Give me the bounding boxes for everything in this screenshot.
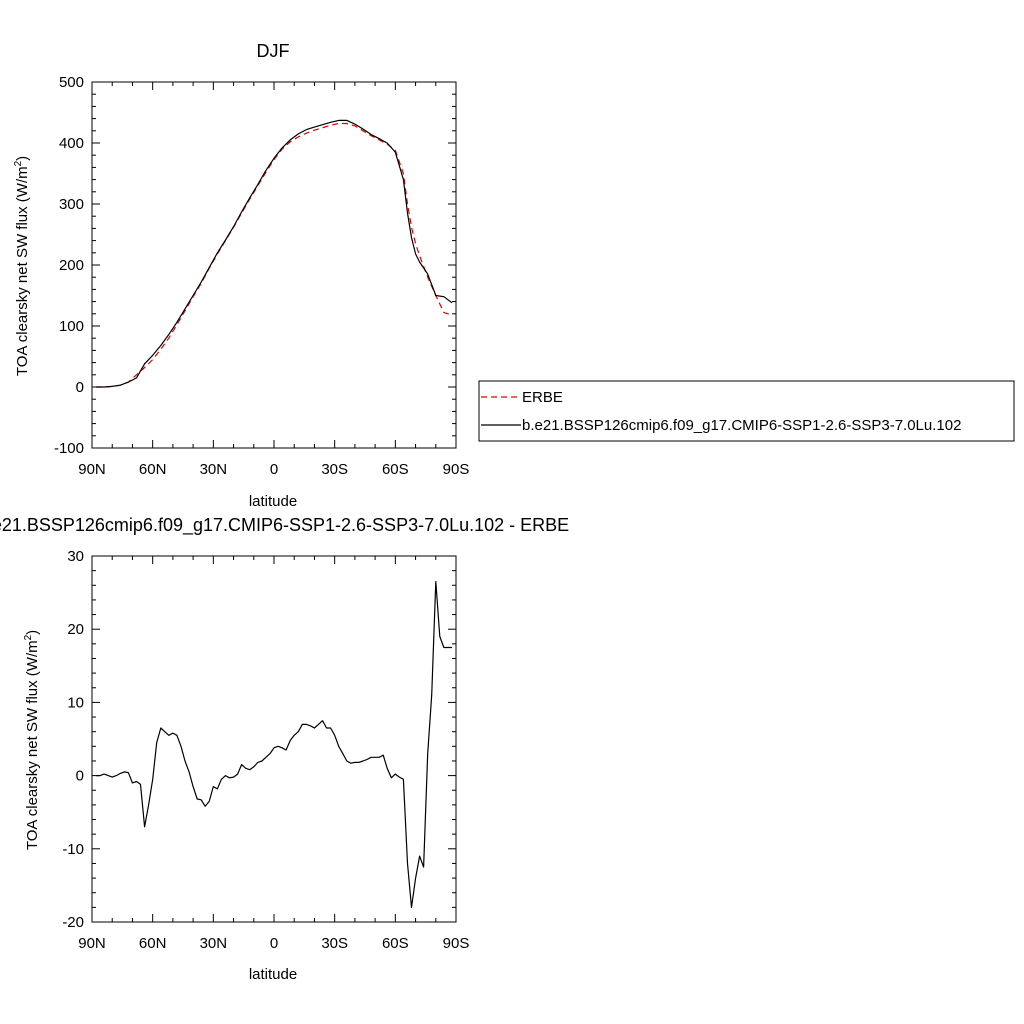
bottom-y-axis-title-close: ): [24, 630, 41, 635]
top-plot-lines: [96, 119, 453, 388]
bottom-y-tick-label: 20: [67, 621, 84, 638]
top-axes: 90N 60N 30N 0 30S 60S 90S -100 0 100 200 300 400 500: [54, 74, 469, 478]
top-x-tick-label: 30N: [200, 461, 228, 478]
top-y-axis-title-superscript: 2: [13, 160, 24, 166]
top-y-tick-label: 200: [59, 257, 84, 274]
bottom-panel-title: b.e21.BSSP126cmip6.f09_g17.CMIP6-SSP1-2.…: [0, 515, 569, 536]
bottom-x-tick-label: 60S: [382, 935, 409, 952]
bottom-y-tick-label: 0: [76, 768, 84, 785]
top-y-tick-label: 500: [59, 74, 84, 91]
top-y-tick-label: 400: [59, 135, 84, 152]
legend-label-erbe: ERBE: [522, 389, 563, 406]
bottom-x-tick-label: 0: [270, 935, 278, 952]
top-x-axis-title: latitude: [249, 493, 297, 510]
bottom-axes: 90N 60N 30N 0 30S 60S 90S -20 -10 0 10 20 30: [62, 548, 469, 952]
bottom-x-tick-label: 90S: [443, 935, 470, 952]
legend-label-model: b.e21.BSSP126cmip6.f09_g17.CMIP6-SSP1-2.…: [522, 417, 961, 434]
bottom-y-axis-title-superscript: 2: [23, 634, 34, 640]
top-x-tick-label: 30S: [321, 461, 348, 478]
top-y-tick-label: 0: [76, 379, 84, 396]
top-x-tick-label: 0: [270, 461, 278, 478]
bottom-series-line-0: [96, 580, 452, 909]
top-plot-frame: [91, 81, 457, 449]
bottom-x-tick-label: 30N: [200, 935, 228, 952]
top-y-axis-title-main: TOA clearsky net SW flux (W/m: [14, 166, 31, 376]
top-y-axis-title-close: ): [14, 156, 31, 161]
bottom-x-tick-label: 30S: [321, 935, 348, 952]
top-y-tick-label: 100: [59, 318, 84, 335]
bottom-x-tick-label: 60N: [139, 935, 167, 952]
bottom-y-tick-label: -20: [62, 914, 84, 931]
bottom-plot-frame: [91, 555, 457, 923]
top-y-tick-label: -100: [54, 440, 84, 457]
bottom-plot-lines: [96, 580, 452, 909]
top-x-tick-label: 90S: [443, 461, 470, 478]
top-panel-title: DJF: [257, 41, 290, 61]
top-x-tick-label: 60N: [139, 461, 167, 478]
bottom-y-axis-title-main: TOA clearsky net SW flux (W/m: [24, 640, 41, 850]
bottom-panel: b.e21.BSSP126cmip6.f09_g17.CMIP6-SSP1-2.…: [0, 515, 569, 983]
bottom-y-tick-label: 30: [67, 548, 84, 565]
bottom-x-axis-title: latitude: [249, 966, 297, 983]
bottom-y-tick-label: -10: [62, 841, 84, 858]
top-y-axis-title: TOA clearsky net SW flux (W/m2): [13, 156, 31, 376]
bottom-y-tick-label: 10: [67, 694, 84, 711]
bottom-y-axis-title: TOA clearsky net SW flux (W/m2): [23, 630, 41, 850]
bottom-x-tick-label: 90N: [78, 935, 106, 952]
top-x-tick-label: 60S: [382, 461, 409, 478]
legend: ERBE b.e21.BSSP126cmip6.f09_g17.CMIP6-SS…: [478, 380, 1015, 442]
top-series-line-1: [96, 119, 453, 388]
top-series-line-0: [96, 122, 453, 388]
top-panel: DJF 90N 60N 30N 0 30S 60S 90S -100 0 100 200 300 400…: [13, 41, 469, 510]
top-x-tick-label: 90N: [78, 461, 106, 478]
top-y-tick-label: 300: [59, 196, 84, 213]
legend-box: [478, 380, 1015, 442]
